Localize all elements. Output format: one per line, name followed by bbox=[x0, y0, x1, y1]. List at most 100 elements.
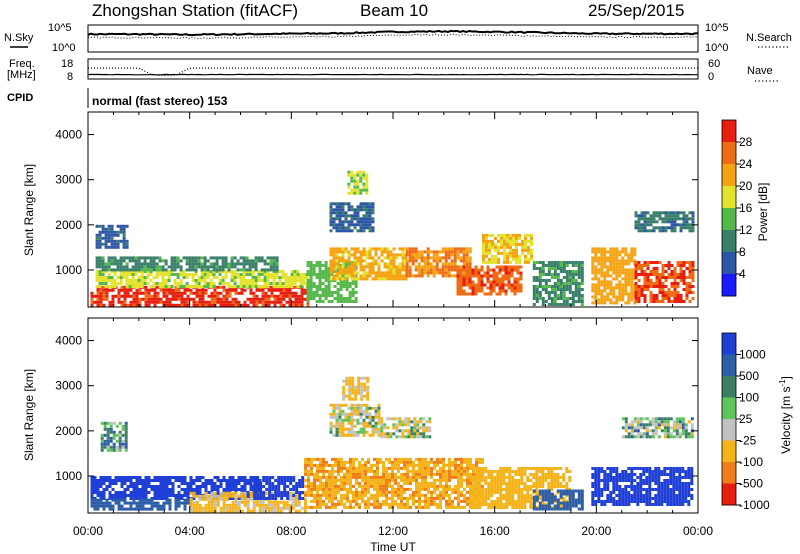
heatmap-cell-7 bbox=[482, 236, 485, 240]
heatmap-cell-2 bbox=[267, 500, 271, 504]
heatmap-cell-6 bbox=[516, 280, 520, 284]
heatmap-cell-1 bbox=[260, 279, 264, 282]
heatmap-cell-5 bbox=[329, 403, 333, 407]
heatmap-cell-11 bbox=[538, 294, 542, 297]
heatmap-cell-1 bbox=[108, 507, 112, 511]
heatmap-cell-8 bbox=[487, 494, 491, 497]
heatmap-cell-12 bbox=[600, 253, 604, 257]
heatmap-cell-4 bbox=[424, 460, 427, 464]
heatmap-cell-13 bbox=[640, 294, 644, 297]
heatmap-cell-4 bbox=[322, 490, 325, 494]
heatmap-cell-4 bbox=[361, 466, 364, 470]
nsky-panel: N.Sky 10^5 10^0 10^5 10^0 N.Search bbox=[4, 22, 792, 54]
heatmap-cell-13 bbox=[673, 276, 677, 279]
heatmap-cell-0 bbox=[147, 297, 151, 301]
heatmap-cell-1 bbox=[174, 504, 178, 508]
heatmap-cell-6 bbox=[510, 286, 514, 290]
heatmap-cell-2 bbox=[272, 265, 276, 269]
heatmap-cell-12 bbox=[615, 295, 619, 299]
heatmap-cell-2 bbox=[254, 259, 258, 263]
heatmap-cell-0 bbox=[246, 482, 250, 485]
heatmap-cell-4 bbox=[364, 502, 367, 506]
heatmap-cell-7 bbox=[512, 254, 515, 258]
heatmap-cell-4 bbox=[460, 481, 463, 485]
heatmap-cell-6 bbox=[480, 286, 484, 290]
heatmap-cell-13 bbox=[637, 297, 641, 300]
heatmap-cell-7 bbox=[500, 236, 503, 240]
heatmap-cell-1 bbox=[137, 285, 141, 288]
heatmap-cell-5 bbox=[447, 265, 451, 269]
heatmap-cell-4 bbox=[397, 481, 400, 485]
heatmap-cell-6 bbox=[507, 286, 511, 290]
heatmap-cell-14 bbox=[691, 214, 695, 218]
heatmap-cell-13 bbox=[661, 285, 665, 288]
heatmap-cell-4 bbox=[346, 493, 349, 497]
heatmap-cell-4 bbox=[386, 256, 390, 260]
heatmap-cell-7 bbox=[512, 239, 515, 243]
heatmap-cell-4 bbox=[356, 247, 360, 251]
heatmap-cell-4 bbox=[442, 469, 445, 473]
heatmap-cell-1 bbox=[236, 285, 240, 288]
heatmap-cell-4 bbox=[421, 466, 424, 470]
heatmap-cell-1 bbox=[134, 270, 138, 273]
heatmap-cell-4 bbox=[374, 259, 378, 263]
heatmap-cell-6 bbox=[507, 271, 511, 275]
heatmap-cell-12 bbox=[621, 283, 625, 287]
heatmap-cell-14 bbox=[679, 226, 683, 230]
heatmap-cell-5 bbox=[444, 259, 448, 263]
heatmap-cell-11 bbox=[547, 264, 551, 267]
heatmap-cell-2 bbox=[116, 259, 120, 263]
heatmap-cell-9 bbox=[365, 179, 369, 183]
heatmap-cell-4 bbox=[343, 484, 346, 488]
heatmap-cell-4 bbox=[385, 484, 388, 488]
heatmap-cell-10 bbox=[107, 230, 111, 234]
heatmap-cell-5 bbox=[347, 415, 351, 419]
heatmap-cell-4 bbox=[412, 463, 415, 467]
heatmap-cell-3 bbox=[271, 485, 275, 488]
heatmap-cell-2 bbox=[254, 256, 258, 260]
heatmap-cell-11 bbox=[541, 297, 545, 300]
heatmap-cell-4 bbox=[365, 256, 369, 260]
heatmap-cell-6 bbox=[504, 268, 508, 272]
heatmap-cell-4 bbox=[367, 478, 370, 482]
heatmap-cell-8 bbox=[499, 503, 503, 506]
heatmap-cell-3 bbox=[309, 291, 313, 294]
heatmap-cell-4 bbox=[472, 487, 475, 491]
heatmap-cell-3 bbox=[312, 282, 316, 285]
heatmap-cell-8 bbox=[335, 223, 339, 227]
heatmap-cell-13 bbox=[652, 300, 656, 303]
heatmap-cell-4 bbox=[391, 472, 394, 476]
heatmap-cell-3 bbox=[274, 497, 278, 500]
heatmap-cell-2 bbox=[149, 259, 153, 263]
heatmap-cell-6 bbox=[366, 379, 370, 383]
heatmap-cell-4 bbox=[344, 259, 348, 263]
heatmap-cell-6 bbox=[462, 277, 466, 281]
heatmap-cell-4 bbox=[389, 277, 393, 281]
heatmap-cell-2 bbox=[204, 491, 208, 495]
heatmap-cell-4 bbox=[401, 250, 405, 254]
heatmap-cell-5 bbox=[341, 418, 345, 422]
heatmap-cell-1 bbox=[98, 273, 102, 276]
heatmap-cell-4 bbox=[319, 484, 322, 488]
heatmap-cell-1 bbox=[182, 270, 186, 273]
heatmap-cell-4 bbox=[334, 487, 337, 491]
heatmap-cell-2 bbox=[279, 506, 283, 510]
heatmap-cell-5 bbox=[423, 268, 427, 272]
heatmap-cell-1 bbox=[146, 270, 150, 273]
heatmap-cell-0 bbox=[267, 294, 271, 298]
heatmap-cell-4 bbox=[466, 478, 469, 482]
heatmap-cell-13 bbox=[649, 285, 653, 288]
heatmap-cell-12 bbox=[594, 295, 598, 299]
heatmap-cell-2 bbox=[209, 265, 213, 269]
heatmap-cell-4 bbox=[365, 262, 369, 266]
heatmap-cell-4 bbox=[307, 481, 310, 485]
heatmap-cell-0 bbox=[171, 488, 175, 491]
heatmap-cell-1 bbox=[110, 276, 114, 279]
heatmap-cell-4 bbox=[374, 271, 378, 275]
heatmap-cell-9 bbox=[353, 173, 357, 177]
heatmap-cell-1 bbox=[296, 276, 300, 279]
heatmap-cell-0 bbox=[240, 488, 244, 491]
heatmap-cell-8 bbox=[475, 494, 479, 497]
heatmap-cell-5 bbox=[465, 247, 469, 251]
heatmap-cell-4 bbox=[352, 505, 355, 509]
